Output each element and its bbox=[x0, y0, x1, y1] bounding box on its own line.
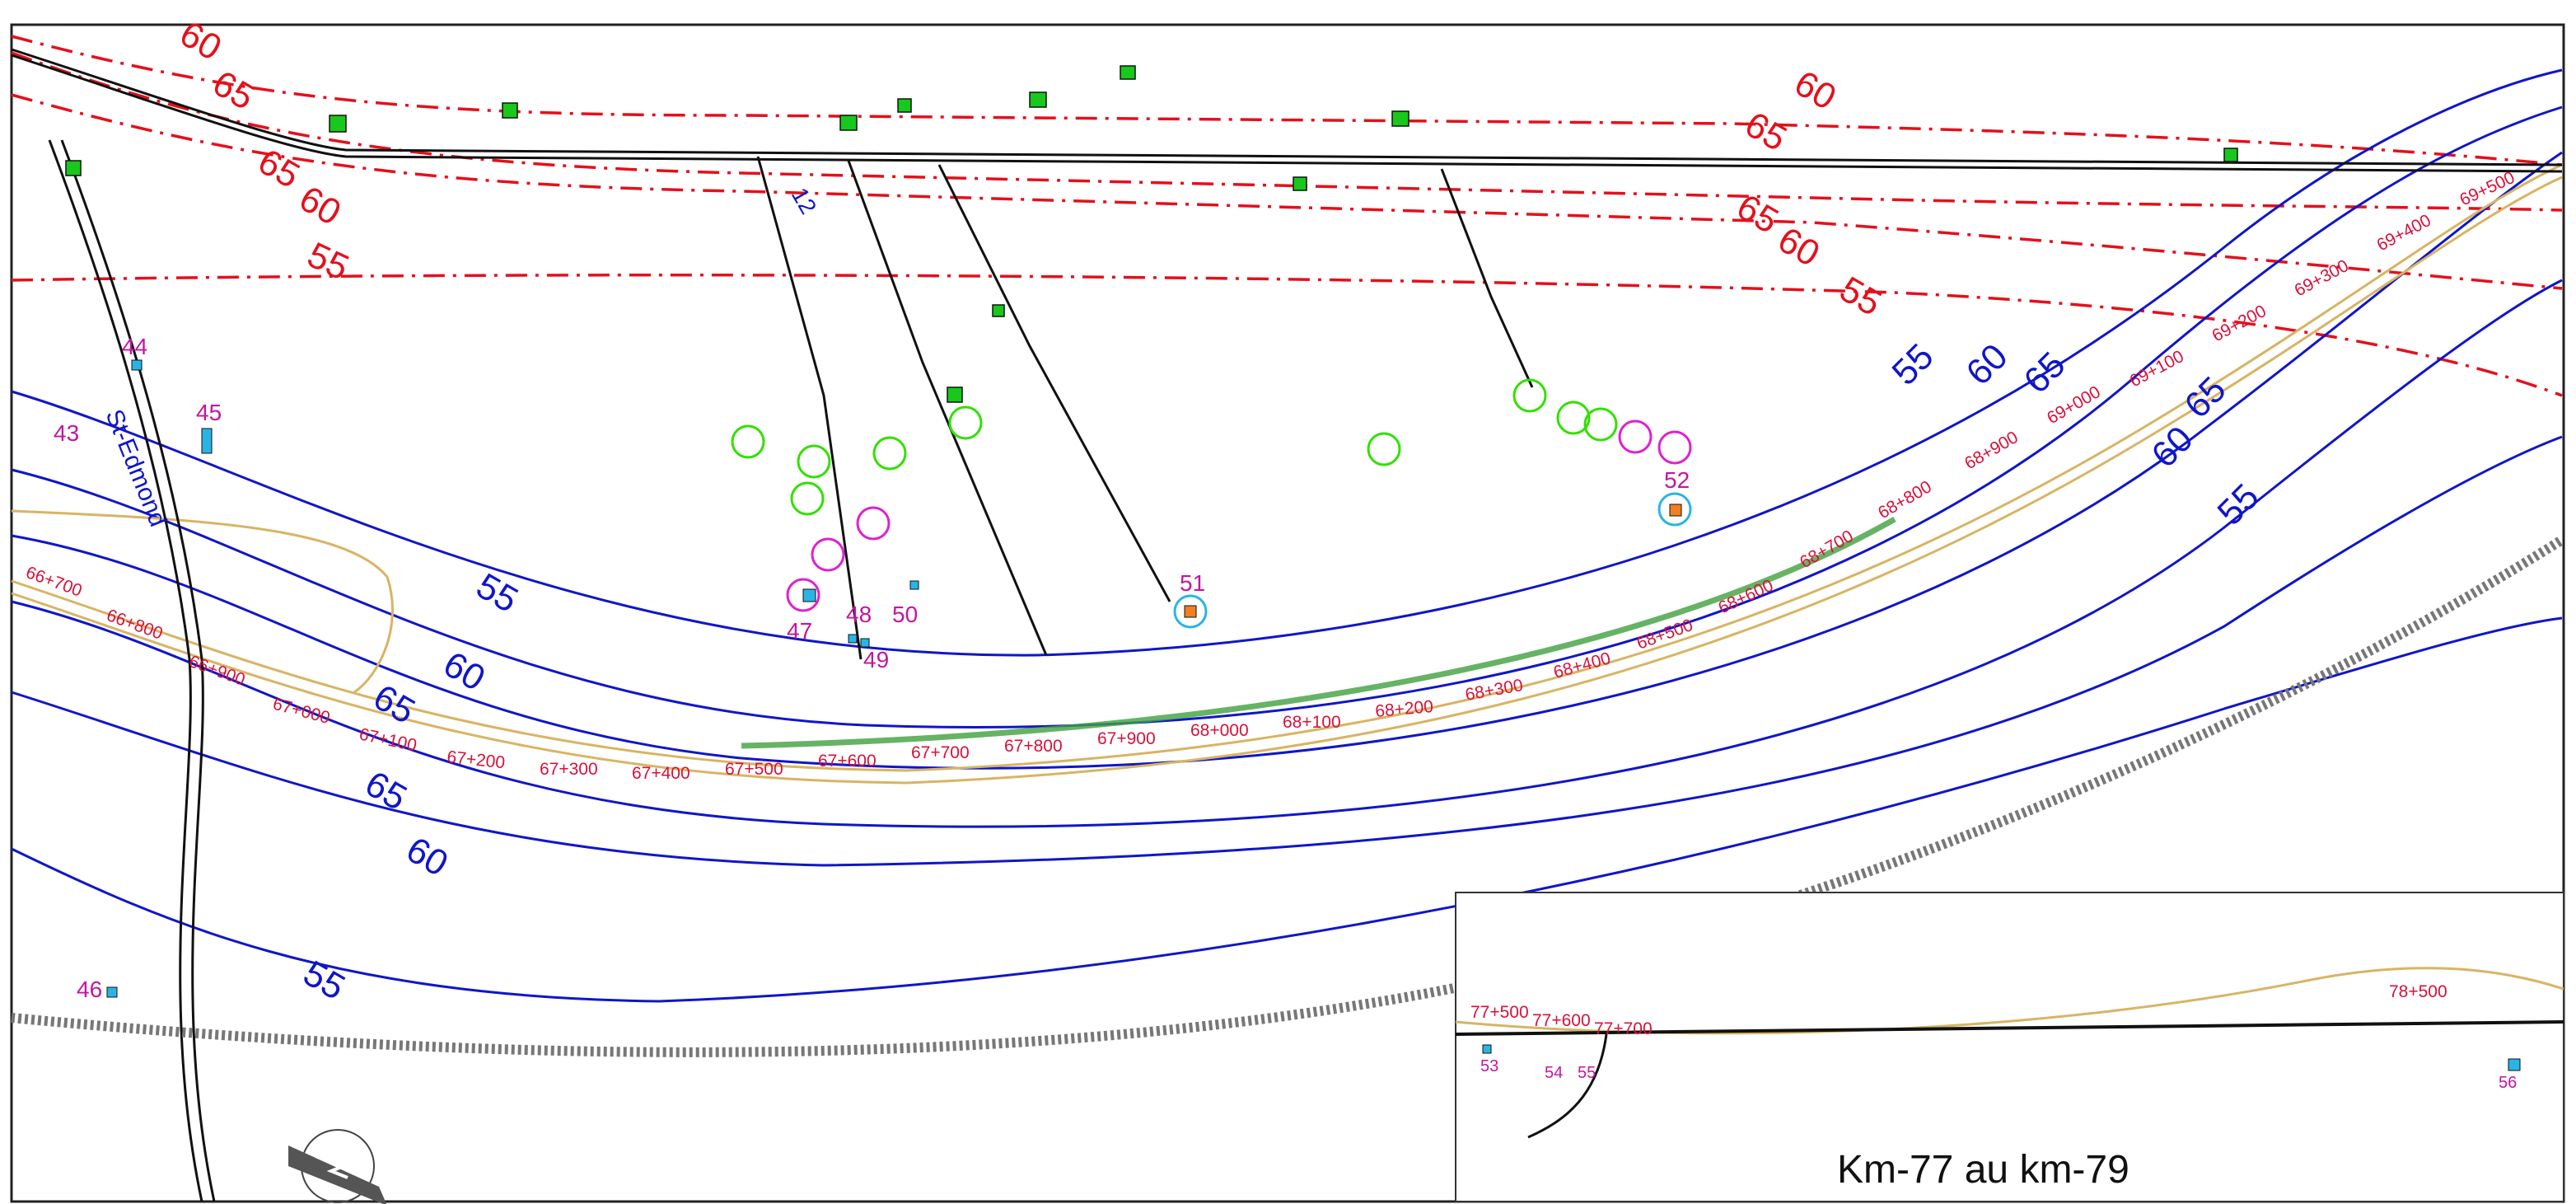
blue-contours bbox=[11, 68, 2563, 1003]
inset-title: Km-77 au km-79 bbox=[1837, 1148, 2130, 1192]
km-label: 67+900 bbox=[1097, 729, 1156, 748]
km-label: 68+100 bbox=[1283, 713, 1341, 732]
km-label: 67+600 bbox=[818, 752, 877, 771]
receptor-label-54: 54 bbox=[1545, 1064, 1563, 1082]
km-label: 67+800 bbox=[1004, 737, 1063, 756]
receptor-label-46: 46 bbox=[77, 977, 102, 1002]
boundary-dotted bbox=[11, 535, 2565, 1057]
buildings bbox=[65, 65, 2238, 403]
red-contours bbox=[11, 35, 2563, 397]
receptor-labels: 12 43 44 45 46 47 48 49 50 51 52 53 54 5… bbox=[54, 184, 2517, 1093]
km-label: 67+300 bbox=[540, 760, 598, 779]
receptor-label-43: 43 bbox=[54, 420, 79, 446]
km-label: 67+400 bbox=[632, 764, 690, 783]
inset-km-3: 77+700 bbox=[1594, 1019, 1653, 1038]
inset-km77-79: Km-77 au km-79 77+500 77+600 77+700 78+5… bbox=[1455, 892, 2564, 1202]
km-label: 67+700 bbox=[911, 743, 970, 762]
receptor-label-56: 56 bbox=[2499, 1074, 2517, 1092]
receptor-label-55: 55 bbox=[1578, 1064, 1596, 1082]
receptor-markers bbox=[106, 359, 2521, 1071]
receptor-label-50: 50 bbox=[892, 602, 918, 627]
receptor-label-49: 49 bbox=[863, 647, 889, 672]
receptor-label-44: 44 bbox=[122, 334, 147, 359]
receptor-label-53: 53 bbox=[1480, 1057, 1498, 1075]
receptor-label-51: 51 bbox=[1180, 570, 1205, 596]
inset-km-1: 77+500 bbox=[1470, 1003, 1529, 1022]
km-label: 67+500 bbox=[725, 760, 783, 779]
km-label: 68+000 bbox=[1190, 721, 1249, 740]
local-roads bbox=[11, 48, 2563, 1202]
receptor-label-52: 52 bbox=[1664, 467, 1690, 493]
highway-corridor bbox=[11, 163, 2563, 785]
receptor-rings bbox=[731, 378, 1692, 629]
receptor-label-48: 48 bbox=[846, 602, 872, 627]
north-arrow-icon bbox=[288, 1129, 387, 1204]
inset-km-2: 77+600 bbox=[1532, 1011, 1591, 1030]
receptor-label-47: 47 bbox=[787, 618, 812, 644]
inset-km-4: 78+500 bbox=[2389, 982, 2447, 1001]
receptor-label-45: 45 bbox=[196, 400, 222, 425]
